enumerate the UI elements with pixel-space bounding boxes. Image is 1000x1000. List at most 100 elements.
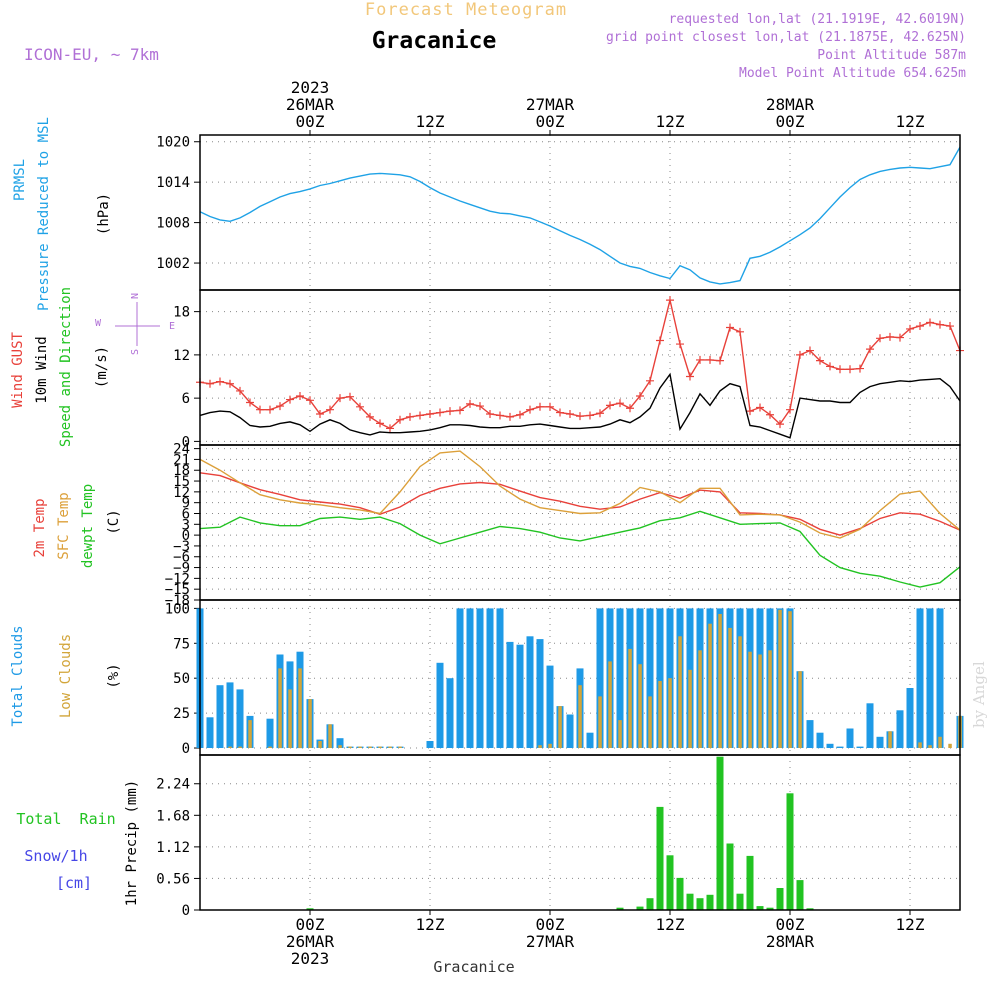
gust-marker <box>896 333 904 342</box>
bar <box>546 665 554 748</box>
gust-marker <box>586 411 594 420</box>
time-label-bottom: 00Z <box>776 915 805 934</box>
time-label-bottom: 2023 <box>291 949 330 968</box>
time-label-top: 26MAR <box>286 95 335 114</box>
gust-marker <box>296 391 304 400</box>
bar <box>486 608 494 748</box>
wind-speed-dir-label: Speed and Direction <box>58 287 74 447</box>
gust-marker <box>366 412 374 421</box>
bar <box>806 908 814 910</box>
y-tick-label: 0.56 <box>156 871 190 887</box>
y-tick-label: −9 <box>173 561 190 577</box>
bar <box>656 608 664 748</box>
y-tick-label: 18 <box>173 305 190 321</box>
bar <box>446 678 454 748</box>
gust-marker <box>226 379 234 388</box>
prmsl-label: PRMSL <box>12 159 28 201</box>
bar <box>708 623 712 748</box>
bar <box>676 877 684 910</box>
gust-marker <box>216 377 224 386</box>
time-label-bottom: 12Z <box>416 915 445 934</box>
gust-marker <box>716 356 724 365</box>
bar <box>426 741 434 748</box>
precip-panel: 0 0.56 1.12 1.68 2.24 <box>156 754 961 919</box>
gust-marker <box>766 410 774 419</box>
bar <box>876 736 884 748</box>
y-tick-label: 0 <box>182 741 190 757</box>
time-label-bottom: 00Z <box>296 915 325 934</box>
time-label-top: 12Z <box>656 112 685 131</box>
gust-marker <box>706 355 714 364</box>
y-tick-label: 50 <box>173 671 190 687</box>
clouds-panel: 0 25 50 75 100 <box>165 599 964 757</box>
gust-marker <box>596 409 604 418</box>
gust-marker <box>566 410 574 418</box>
gust-marker <box>806 346 814 355</box>
bar <box>628 648 632 748</box>
location-title: Gracanice <box>372 28 497 54</box>
bar <box>706 894 714 910</box>
bar <box>306 908 314 910</box>
bar <box>836 746 844 748</box>
gust-marker <box>816 356 824 365</box>
gust-marker <box>796 350 804 359</box>
bar <box>758 654 762 749</box>
low-clouds-label: Low Clouds <box>58 634 74 718</box>
bar <box>688 669 692 748</box>
bar <box>268 746 272 748</box>
y-tick-label: 24 <box>173 442 190 458</box>
bar <box>338 745 342 748</box>
bar <box>888 731 892 749</box>
bar <box>526 636 534 748</box>
series-line <box>199 146 961 285</box>
gust-marker <box>856 364 864 373</box>
tsfc-label: SFC Temp <box>56 492 72 559</box>
credit-watermark: by Angel <box>970 661 988 728</box>
bar <box>348 746 352 748</box>
gust-marker <box>416 411 424 420</box>
bar <box>288 689 292 748</box>
wind10m-label: 10m Wind <box>34 336 50 403</box>
chart-supertitle: Forecast Meteogram <box>365 0 567 20</box>
bar <box>778 609 782 748</box>
bar <box>248 720 252 748</box>
bar <box>558 706 562 748</box>
bar <box>646 898 654 910</box>
gust-marker <box>456 406 464 415</box>
compass-e: E <box>169 321 175 332</box>
gust-marker <box>436 408 444 417</box>
gust-marker <box>656 336 664 345</box>
compass-s: S <box>130 349 141 355</box>
compass-n: N <box>130 293 141 299</box>
time-label-bottom: 12Z <box>896 915 925 934</box>
bar <box>368 746 372 748</box>
y-tick-label: 100 <box>165 601 190 617</box>
bar <box>358 746 362 748</box>
bar <box>206 717 214 748</box>
gust-label: Wind GUST <box>10 332 26 408</box>
pressure-panel-labels: PRMSL Pressure Reduced to MSL (hPa) <box>12 117 112 311</box>
bar <box>648 696 652 749</box>
bar <box>536 639 544 748</box>
bar <box>388 746 392 748</box>
wind-panel: 0 6 12 18 <box>173 289 964 450</box>
bar <box>506 641 514 748</box>
gust-marker <box>726 323 734 332</box>
bar <box>728 627 732 748</box>
dewpt-label: dewpt Temp <box>80 484 96 568</box>
gust-marker <box>836 365 844 374</box>
bar <box>608 661 612 748</box>
gust-marker <box>466 399 474 408</box>
gust-marker <box>256 405 264 414</box>
gust-marker <box>396 415 404 424</box>
gust-marker <box>666 296 674 305</box>
wind-panel-labels: Wind GUST 10m Wind Speed and Direction (… <box>10 287 175 447</box>
time-label-bottom: 27MAR <box>526 932 575 951</box>
bar <box>786 793 794 910</box>
gust-marker <box>876 334 884 343</box>
bar <box>668 678 672 748</box>
time-label-bottom: 12Z <box>656 915 685 934</box>
gust-marker <box>326 405 334 414</box>
panel-frame <box>199 444 961 601</box>
